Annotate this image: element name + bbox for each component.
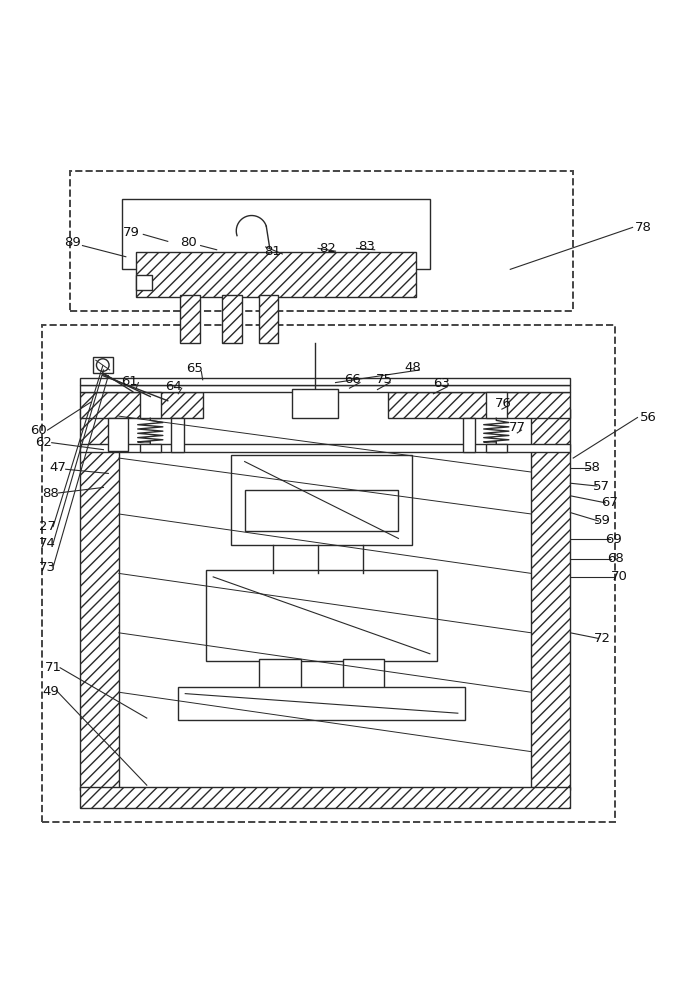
Bar — [486, 444, 507, 452]
Bar — [343, 659, 384, 689]
Text: 78: 78 — [635, 221, 651, 234]
Bar — [80, 385, 570, 392]
Bar — [80, 392, 203, 418]
Text: 66: 66 — [345, 373, 361, 386]
Text: 48: 48 — [404, 361, 421, 374]
Text: 60: 60 — [30, 424, 47, 437]
Bar — [231, 455, 412, 545]
Bar — [80, 787, 570, 808]
Text: 49: 49 — [42, 685, 59, 698]
Text: 89: 89 — [64, 236, 81, 249]
Bar — [140, 392, 161, 418]
Bar — [388, 392, 570, 418]
Bar — [70, 171, 573, 311]
Bar — [259, 659, 301, 689]
Bar — [259, 295, 278, 343]
Bar — [108, 418, 128, 451]
Bar — [531, 409, 570, 790]
Bar — [80, 444, 570, 452]
Text: 88: 88 — [42, 487, 59, 500]
Bar — [486, 392, 507, 418]
Text: 80: 80 — [180, 236, 197, 249]
Text: 75: 75 — [376, 373, 393, 386]
Text: 56: 56 — [640, 411, 657, 424]
Text: 81: 81 — [264, 245, 281, 258]
Text: 47: 47 — [49, 461, 66, 474]
Bar — [171, 418, 184, 452]
Text: 67: 67 — [601, 496, 618, 509]
Text: 61: 61 — [121, 375, 138, 388]
Text: 63: 63 — [433, 377, 450, 390]
Bar — [180, 295, 200, 343]
Bar — [136, 252, 416, 297]
Text: 70: 70 — [611, 570, 628, 583]
Text: 82: 82 — [319, 242, 336, 255]
Bar — [140, 444, 161, 452]
Text: 57: 57 — [593, 480, 610, 493]
Text: 68: 68 — [607, 552, 624, 565]
Text: 77: 77 — [509, 421, 526, 434]
Text: 27: 27 — [39, 520, 56, 533]
Bar — [122, 199, 430, 269]
Bar — [206, 570, 437, 661]
Bar — [178, 687, 465, 720]
Bar — [463, 418, 475, 452]
Text: 74: 74 — [39, 537, 56, 550]
Bar — [80, 378, 570, 385]
Text: 59: 59 — [594, 514, 611, 527]
Bar — [42, 325, 615, 822]
Bar — [292, 389, 338, 418]
Text: 64: 64 — [165, 380, 182, 393]
Text: 69: 69 — [605, 533, 622, 546]
Text: 76: 76 — [495, 397, 512, 410]
Text: 73: 73 — [39, 561, 56, 574]
Bar — [93, 357, 113, 373]
Text: 62: 62 — [35, 436, 52, 449]
Text: 83: 83 — [358, 240, 375, 253]
Bar — [136, 275, 152, 290]
Text: 71: 71 — [45, 661, 62, 674]
Text: 72: 72 — [594, 632, 611, 645]
Text: 79: 79 — [123, 226, 140, 239]
Bar — [80, 409, 119, 790]
Text: 58: 58 — [584, 461, 601, 474]
Bar — [245, 490, 398, 531]
Text: 65: 65 — [186, 362, 203, 375]
Bar — [222, 295, 242, 343]
